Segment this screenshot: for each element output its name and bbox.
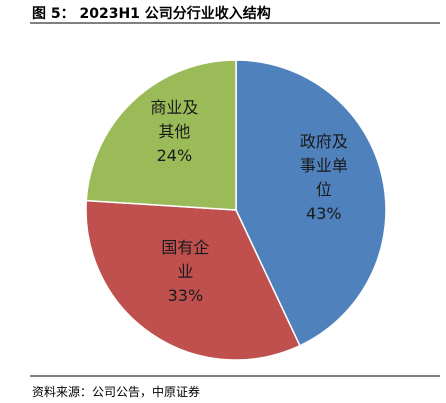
pie-slice	[85, 199, 301, 361]
value-label: 43%	[306, 204, 342, 224]
slice-label: 商业及其他 24%	[148, 96, 200, 168]
category-label: 国有企业	[161, 238, 210, 282]
chart-title: 图 5： 2023H1 公司分行业收入结构	[32, 6, 271, 22]
category-label: 商业及其他	[150, 98, 199, 142]
slice-label: 国有企业 33%	[159, 236, 211, 308]
value-label: 33%	[167, 286, 204, 306]
category-label: 政府及事业单位	[299, 132, 348, 200]
value-label: 24%	[156, 146, 193, 166]
source-note: 资料来源：公司公告，中原证券	[32, 385, 201, 399]
pie-slice	[85, 59, 237, 211]
slice-label: 政府及事业单位 43%	[298, 130, 350, 226]
pie-slice	[235, 59, 387, 347]
